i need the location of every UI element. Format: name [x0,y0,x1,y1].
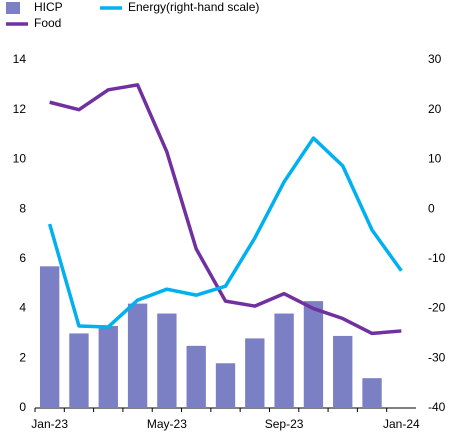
bar [245,338,265,408]
y-tick-label: 14 [13,52,27,66]
y-tick-label: 12 [13,102,27,116]
y-tick-label: 8 [19,201,26,215]
y-tick-label: 10 [13,152,27,166]
bar [69,333,89,408]
bar [127,303,148,408]
bar [215,363,236,408]
bar [39,266,60,408]
legend-label: Energy(right-hand scale) [128,0,259,14]
y2-tick-label: -10 [428,251,446,265]
y2-tick-label: 30 [428,52,442,66]
y2-tick-label: 0 [428,201,435,215]
bar [186,345,206,408]
y-tick-label: 4 [19,301,26,315]
bar [98,325,118,408]
y2-tick-label: -40 [428,400,446,414]
y-tick-label: 6 [19,251,26,265]
x-tick-label: Jan-23 [31,417,68,431]
line [47,136,403,329]
bar [333,335,353,408]
x-tick-label: Sep-23 [265,417,304,431]
line [49,83,402,336]
legend-label: HICP [34,0,63,14]
x-tick-label: May-23 [147,417,187,431]
legend-swatch [6,2,20,14]
y2-tick-label: -30 [428,350,446,364]
y2-tick-label: -20 [428,301,446,315]
bar [303,301,324,408]
y-tick-label: 2 [19,350,26,364]
legend-label: Food [34,16,61,30]
x-tick-label: Jan-24 [383,417,420,431]
bar [274,313,294,408]
y2-tick-label: 20 [428,102,442,116]
y-tick-label: 0 [19,400,26,414]
bar [157,313,177,408]
bar [362,378,382,408]
y2-tick-label: 10 [428,152,442,166]
